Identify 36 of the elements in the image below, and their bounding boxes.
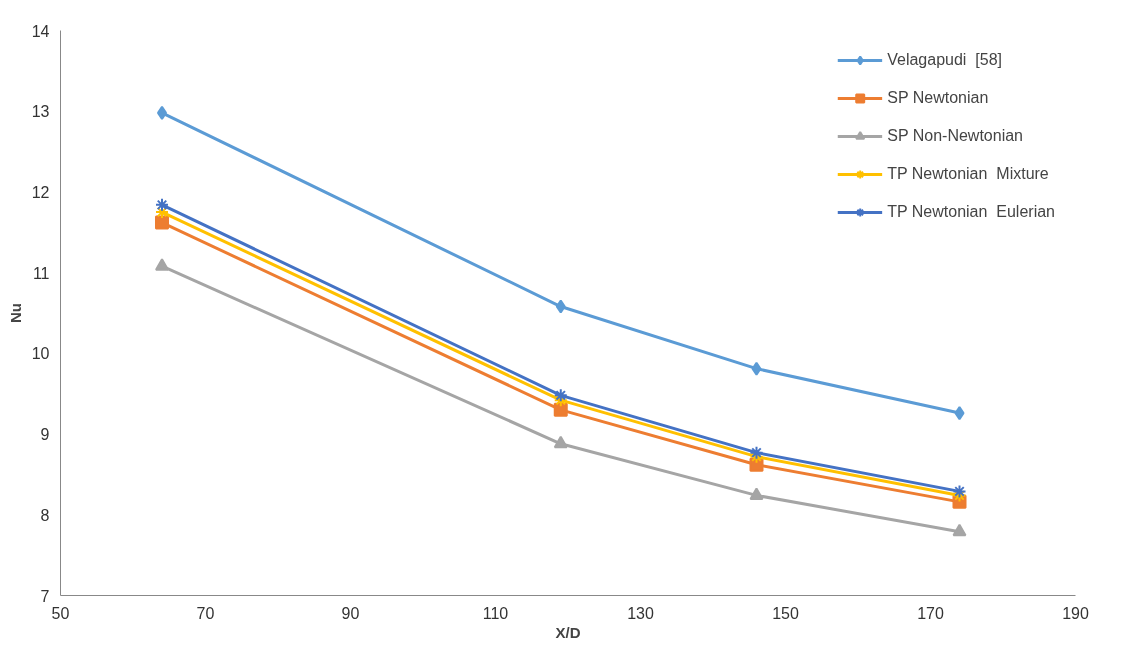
point bbox=[952, 484, 967, 499]
x-tick-label: 130 bbox=[627, 604, 654, 622]
x-tick-label: 90 bbox=[341, 604, 360, 622]
point bbox=[155, 197, 169, 212]
x-tick-label: 150 bbox=[772, 604, 799, 622]
point bbox=[749, 445, 764, 460]
x-tick-label: 190 bbox=[1062, 604, 1089, 622]
y-tick-label: 13 bbox=[31, 103, 50, 121]
x-tick-label: 110 bbox=[482, 604, 509, 622]
y-tick-label: 7 bbox=[40, 587, 50, 605]
x-tick-label: 170 bbox=[917, 604, 944, 622]
point bbox=[553, 402, 568, 417]
x-tick-label: 70 bbox=[196, 604, 215, 622]
y-axis-title: Nu bbox=[6, 303, 24, 323]
point bbox=[954, 406, 965, 421]
point bbox=[553, 435, 568, 449]
point bbox=[555, 299, 566, 314]
y-tick-label: 14 bbox=[31, 22, 50, 40]
point bbox=[751, 361, 762, 376]
legend-label: SP Newtonian bbox=[887, 89, 989, 107]
x-tick-label: 50 bbox=[51, 604, 70, 622]
y-tick-label: 10 bbox=[31, 345, 50, 363]
legend-label: TP Newtonian Mixture bbox=[887, 165, 1049, 183]
legend-label: TP Newtonian Eulerian bbox=[887, 203, 1055, 221]
y-tick-label: 11 bbox=[32, 264, 50, 282]
point bbox=[155, 215, 169, 230]
point bbox=[952, 523, 967, 537]
legend-label: Velagapudi [58] bbox=[887, 51, 1002, 69]
y-tick-label: 8 bbox=[40, 506, 50, 524]
y-tick-label: 9 bbox=[40, 426, 50, 444]
point bbox=[155, 258, 169, 271]
x-axis-title: X/D bbox=[555, 623, 581, 641]
point bbox=[749, 487, 764, 500]
point bbox=[553, 388, 568, 403]
y-tick-label: 12 bbox=[31, 183, 50, 201]
legend-label: SP Non-Newtonian bbox=[887, 127, 1023, 145]
